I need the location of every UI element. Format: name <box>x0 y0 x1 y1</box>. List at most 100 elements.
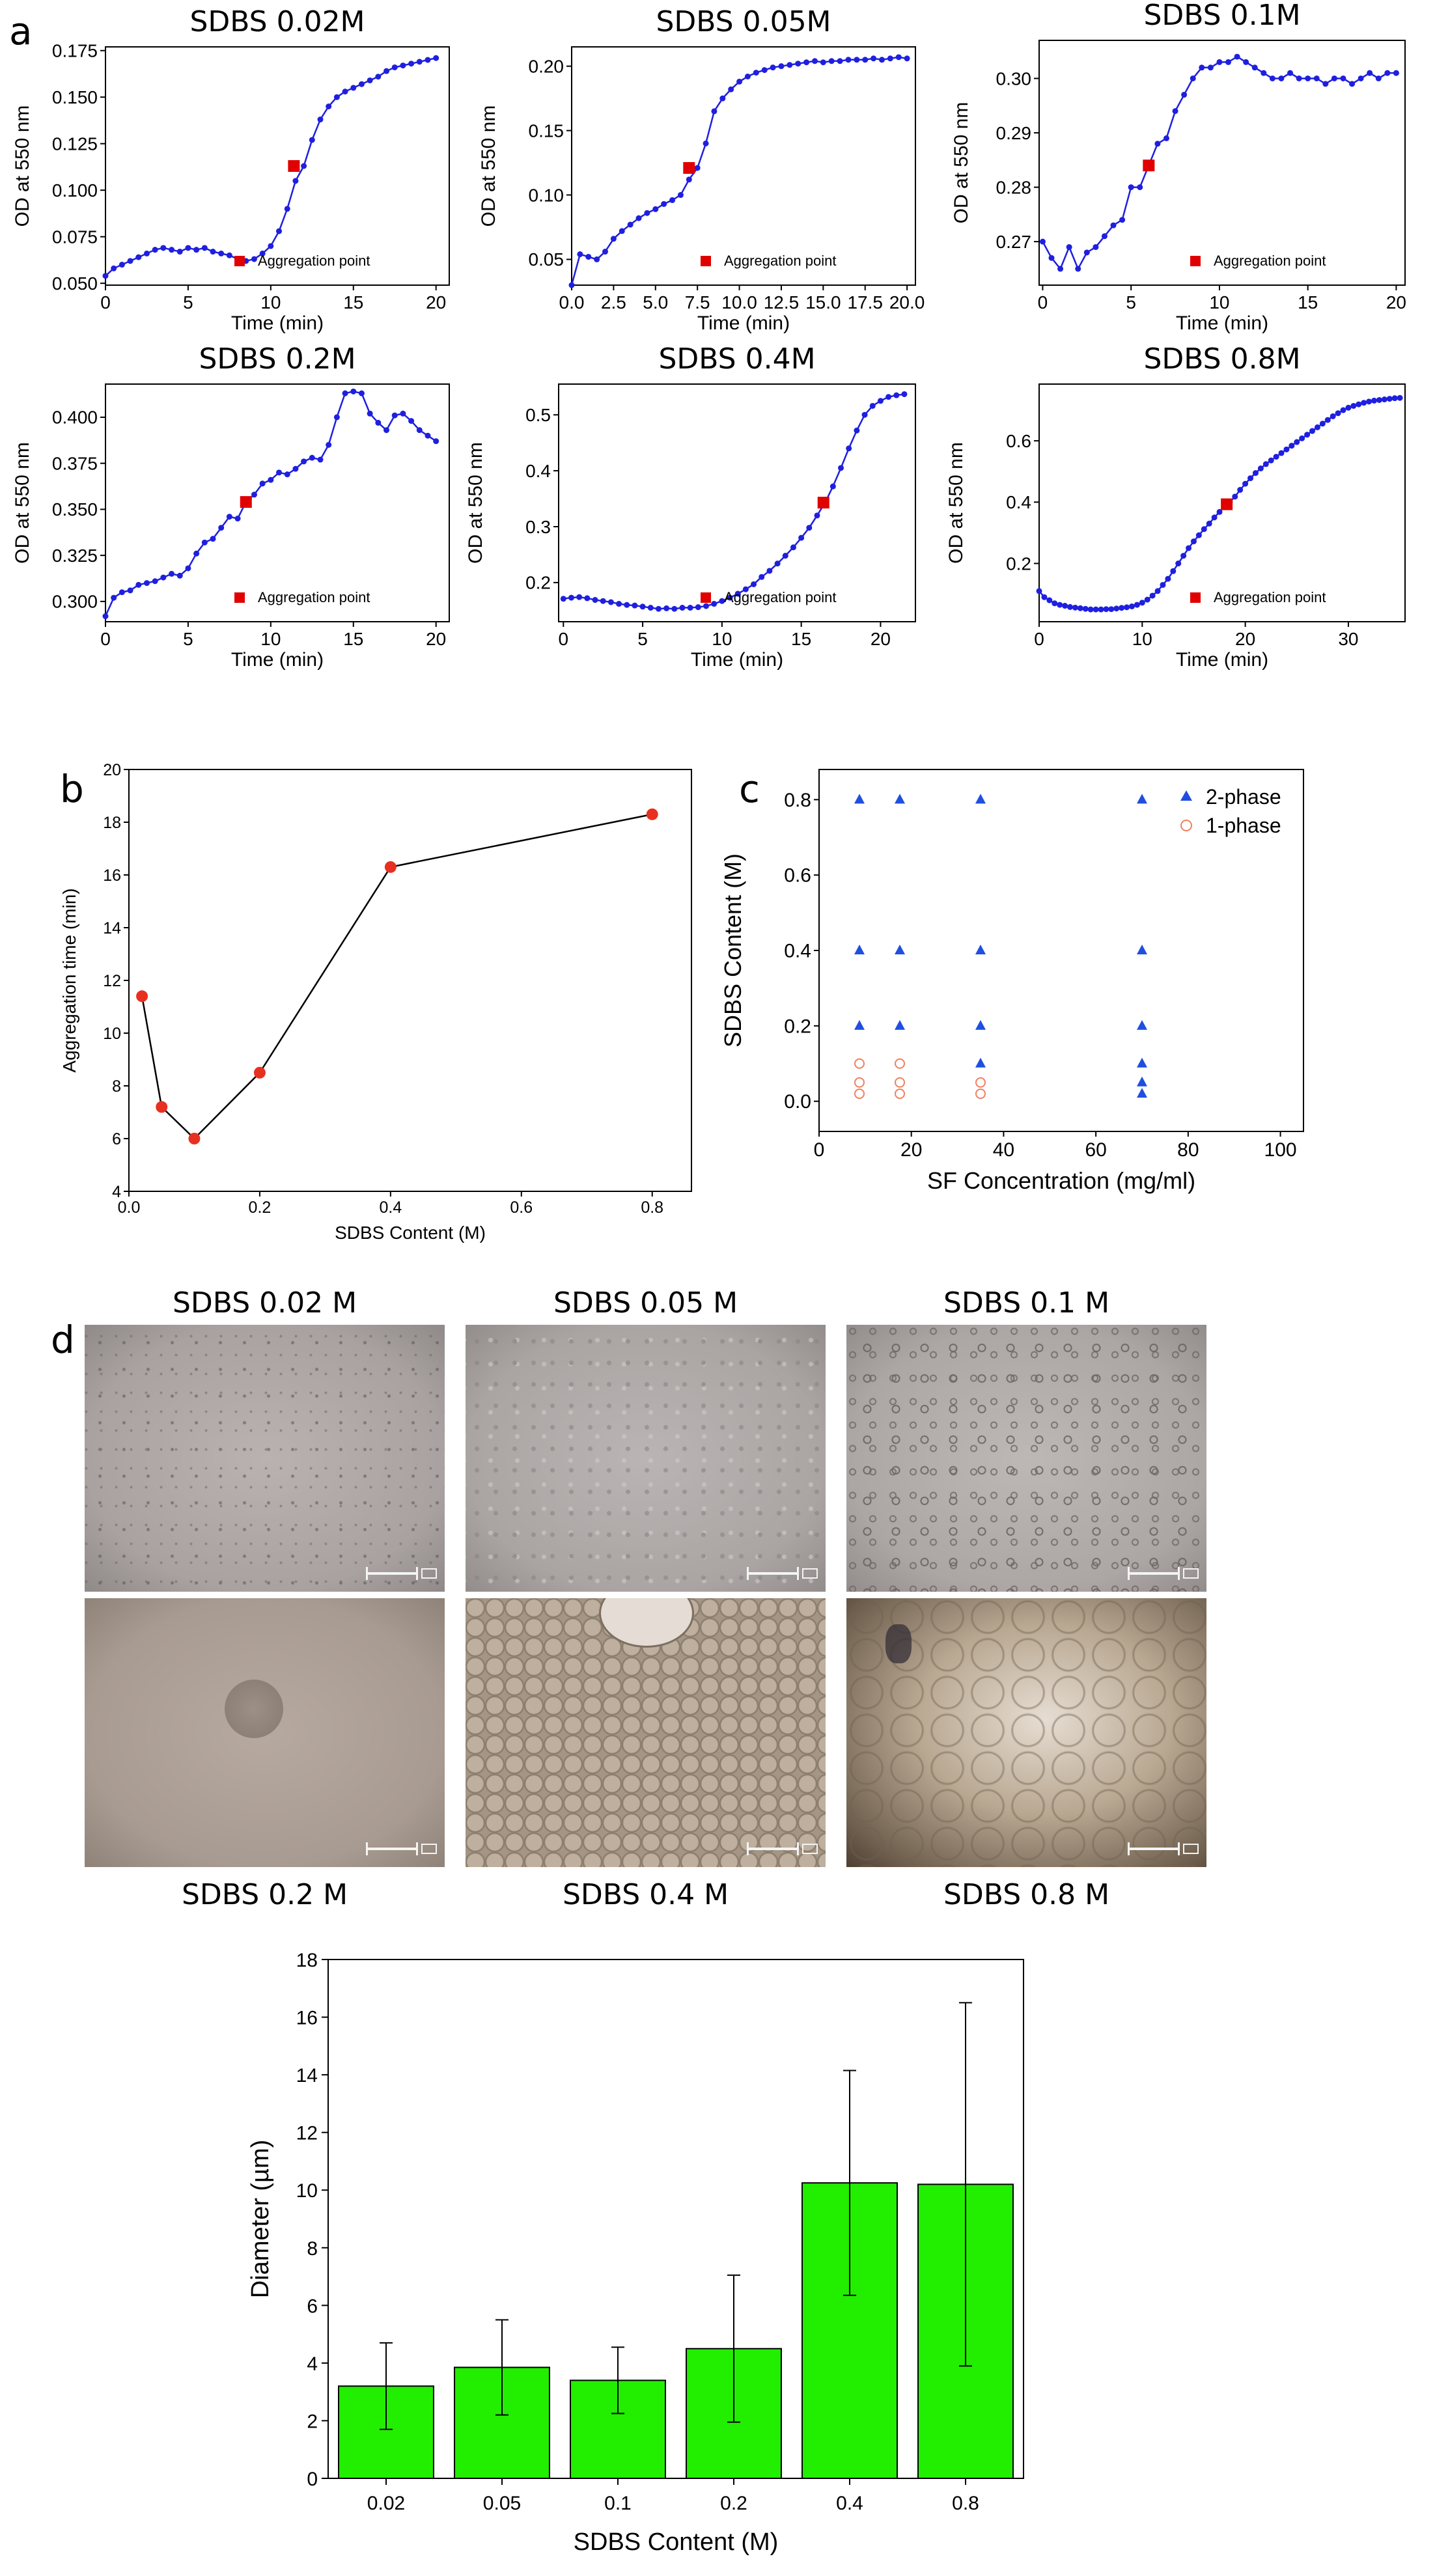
point-0-2 <box>975 794 986 804</box>
data-point-a5-35 <box>838 465 844 471</box>
data-point-a6-5 <box>1062 603 1068 609</box>
data-point-a1-28 <box>333 94 340 100</box>
data-point-a2-12 <box>669 197 676 203</box>
plot-a1: SDBS 0.02M 0 5 10 15 20 0.050 0.075 0.100 0.125 0.… <box>12 5 450 334</box>
data-point-b-3 <box>253 1066 266 1079</box>
x-tick-label-a2-2: 5.0 <box>643 292 668 312</box>
data-point-a6-18 <box>1128 603 1135 609</box>
plot-frame-a3 <box>1038 40 1406 286</box>
data-point-a6-34 <box>1211 514 1218 521</box>
data-point-a1-19 <box>259 250 266 256</box>
data-point-a6-3 <box>1052 600 1058 607</box>
data-point-a4-5 <box>143 580 150 587</box>
data-point-a1-27 <box>326 104 332 109</box>
data-point-a3-37 <box>1367 70 1373 76</box>
data-point-a3-14 <box>1163 135 1169 141</box>
legend-label-a2: Aggregation point <box>724 253 836 269</box>
data-point-a3-24 <box>1251 64 1258 71</box>
x-tick-label-a2-0: 0.0 <box>559 292 585 312</box>
data-point-a2-40 <box>904 55 910 62</box>
data-point-a1-9 <box>176 249 183 255</box>
data-point-a4-2 <box>118 589 125 596</box>
y-tick-label-a3-1: 0.28 <box>996 177 1032 197</box>
data-point-a5-15 <box>679 605 686 611</box>
data-point-a3-17 <box>1190 75 1196 81</box>
data-point-a5-42 <box>893 392 900 398</box>
y-tick-label-a2-0: 0.05 <box>529 249 564 270</box>
data-point-a3-20 <box>1216 59 1223 65</box>
point-0-15 <box>1137 1088 1147 1098</box>
data-point-b-4 <box>384 861 397 873</box>
data-point-a6-67 <box>1381 396 1387 403</box>
y-tick-label-d2-4: 8 <box>307 2238 318 2260</box>
data-point-a2-25 <box>778 63 785 70</box>
data-point-a2-5 <box>610 236 617 242</box>
x-tick-label-c-4: 80 <box>1177 1139 1199 1161</box>
data-point-a6-38 <box>1232 493 1238 500</box>
data-point-a5-6 <box>607 599 614 605</box>
micrograph-sdbs-0-4 <box>466 1598 826 1867</box>
x-tick-label-d2-4: 0.4 <box>836 2493 863 2514</box>
x-tick-label-a5-2: 10 <box>712 629 732 649</box>
data-point-a6-60 <box>1345 404 1352 411</box>
legend-marker-a6 <box>1190 592 1201 603</box>
plot-frame-b <box>128 769 692 1192</box>
data-point-a4-7 <box>160 574 167 581</box>
y-tick-label-a4-1: 0.325 <box>52 546 98 566</box>
data-point-a1-25 <box>309 137 315 143</box>
x-tick-label-a1-4: 20 <box>426 292 446 312</box>
data-point-a4-6 <box>152 578 158 585</box>
data-point-a2-1 <box>577 251 583 258</box>
point-1-4 <box>975 1077 986 1088</box>
y-tick-label-a5-0: 0.2 <box>525 573 551 593</box>
data-point-a4-14 <box>218 525 225 531</box>
y-axis-label-a3: OD at 550 nm <box>951 102 972 224</box>
data-point-a4-37 <box>408 418 415 424</box>
x-axis-label-a2: Time (min) <box>697 312 790 334</box>
x-tick-label-a6-0: 0 <box>1034 629 1044 649</box>
x-tick-label-a4-4: 20 <box>426 629 446 649</box>
x-tick-label-a4-3: 15 <box>343 629 363 649</box>
y-tick-label-d2-1: 2 <box>307 2411 318 2432</box>
data-point-a6-48 <box>1283 446 1290 452</box>
data-point-a1-10 <box>185 245 191 251</box>
plot-frame-a4 <box>105 383 450 622</box>
data-point-a6-62 <box>1356 401 1362 408</box>
x-tick-label-a1-0: 0 <box>100 292 111 312</box>
data-point-a5-41 <box>885 394 892 400</box>
data-point-a2-30 <box>820 59 826 66</box>
data-point-a6-56 <box>1324 417 1331 423</box>
data-point-a2-28 <box>803 59 810 66</box>
data-point-a3-25 <box>1261 70 1267 76</box>
chart-title-a1: SDBS 0.02M <box>189 5 365 38</box>
data-point-a6-23 <box>1154 588 1161 594</box>
data-point-a6-10 <box>1087 606 1094 613</box>
data-point-a5-38 <box>861 411 868 418</box>
data-point-a3-30 <box>1305 75 1311 81</box>
data-point-a3-40 <box>1393 70 1399 76</box>
data-point-a6-28 <box>1180 553 1187 559</box>
data-point-a2-34 <box>854 57 860 63</box>
data-point-a5-20 <box>719 598 725 604</box>
data-point-a2-0 <box>568 282 575 288</box>
x-tick-label-a2-3: 7.5 <box>685 292 710 312</box>
data-point-a3-27 <box>1278 75 1285 81</box>
point-0-14 <box>1137 1076 1147 1087</box>
data-point-a3-35 <box>1349 81 1356 87</box>
data-point-a4-0 <box>102 613 109 620</box>
data-point-a1-37 <box>408 61 415 67</box>
data-point-a6-70 <box>1397 395 1403 401</box>
data-point-a6-12 <box>1098 606 1104 613</box>
x-tick-label-a2-4: 10.0 <box>721 292 757 312</box>
data-point-a5-10 <box>639 603 646 610</box>
data-point-a2-31 <box>828 58 835 64</box>
plot-a6: SDBS 0.8M 0 10 20 30 0.2 0.4 0.6 Time (min) OD at… <box>945 342 1406 671</box>
data-point-a2-15 <box>694 165 701 171</box>
data-point-a4-34 <box>383 427 390 434</box>
data-point-a1-30 <box>350 85 357 91</box>
series-line-a5 <box>563 393 905 610</box>
y-tick-label-a2-1: 0.10 <box>529 185 564 205</box>
data-point-a5-19 <box>711 601 718 607</box>
point-0-3 <box>1137 794 1147 804</box>
data-point-a6-54 <box>1314 424 1320 430</box>
